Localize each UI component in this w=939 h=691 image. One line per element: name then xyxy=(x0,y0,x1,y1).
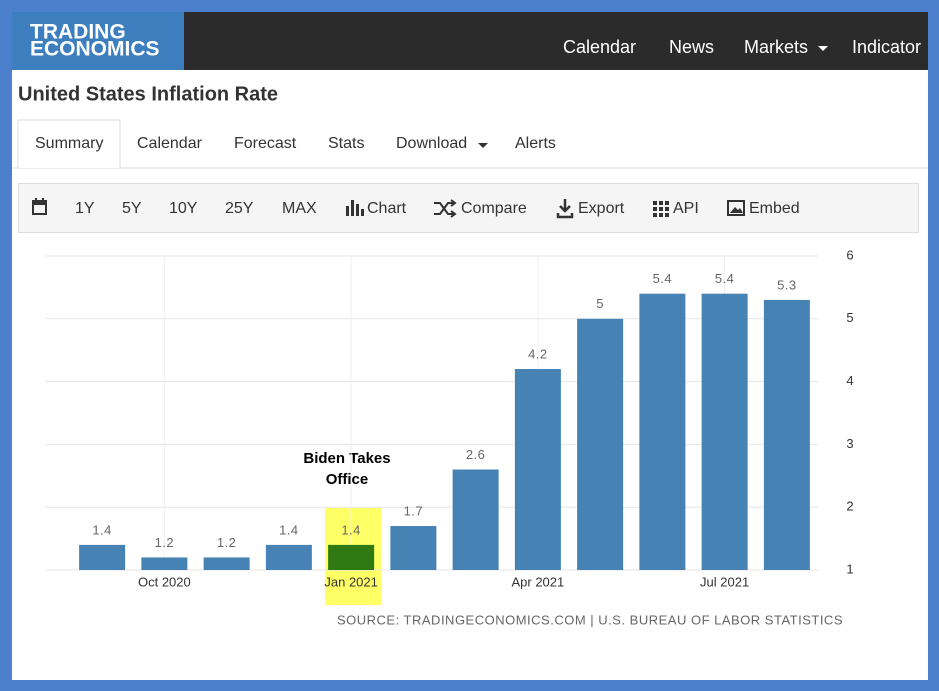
x-tick-label: Apr 2021 xyxy=(511,574,564,589)
logo-text: TRADING xyxy=(30,21,126,44)
value-label: 5 xyxy=(596,296,604,311)
value-label: 1.2 xyxy=(155,535,175,550)
bar xyxy=(514,369,561,570)
value-label: 4.2 xyxy=(528,346,548,361)
tool-button[interactable]: Chart xyxy=(367,200,407,217)
range-button[interactable]: 1Y xyxy=(75,200,95,217)
value-label: 5.3 xyxy=(777,277,797,292)
value-label: 2.6 xyxy=(466,447,486,462)
bar xyxy=(203,557,250,570)
nav-link[interactable]: News xyxy=(669,37,714,57)
bar xyxy=(141,557,188,570)
bar xyxy=(79,544,126,570)
tool-button[interactable]: Embed xyxy=(749,200,800,217)
y-tick-label: 6 xyxy=(846,247,853,262)
bar xyxy=(328,544,375,570)
value-label: 1.4 xyxy=(92,522,112,537)
range-button[interactable]: 5Y xyxy=(122,200,142,217)
bar xyxy=(701,293,748,570)
range-button[interactable]: 10Y xyxy=(169,200,198,217)
nav-link[interactable]: Calendar xyxy=(563,37,636,57)
tab[interactable]: Alerts xyxy=(515,135,556,152)
range-button[interactable]: 25Y xyxy=(225,200,254,217)
tab[interactable]: Summary xyxy=(35,135,103,152)
logo-box[interactable] xyxy=(12,12,184,70)
active-tab xyxy=(17,119,121,168)
plot: 1 2 3 4 5 6 1.4 Oct 2020 1.2 1.2 1.4 Jan 2021 1.4 1.7… xyxy=(45,247,854,589)
bar xyxy=(763,299,810,570)
caret xyxy=(478,143,488,148)
bar xyxy=(452,469,499,570)
tab[interactable]: Calendar xyxy=(137,135,203,152)
tool-button[interactable]: Export xyxy=(578,200,625,217)
chart-icon xyxy=(346,200,364,216)
bar xyxy=(577,318,624,570)
source: SOURCE: TRADINGECONOMICS.COM | U.S. BURE… xyxy=(337,612,843,627)
y-tick-label: 5 xyxy=(846,310,853,325)
x-tick-label: Jul 2021 xyxy=(700,574,749,589)
calendar-icon[interactable] xyxy=(32,198,47,215)
export-icon xyxy=(556,199,574,219)
value-label: 5.4 xyxy=(715,271,735,286)
value-label: 1.4 xyxy=(279,522,299,537)
annotation: Office xyxy=(326,471,369,488)
value-label: 1.2 xyxy=(217,535,237,550)
tool-button[interactable]: Compare xyxy=(461,200,527,217)
api-icon xyxy=(653,201,669,217)
value-label: 5.4 xyxy=(653,271,673,286)
tab[interactable]: Download xyxy=(396,135,467,152)
tool-button[interactable]: API xyxy=(673,200,699,217)
x-tick-label: Oct 2020 xyxy=(138,574,191,589)
y-tick-label: 4 xyxy=(846,373,853,388)
page-title: United States Inflation Rate xyxy=(18,83,278,105)
compare-icon xyxy=(434,199,457,218)
y-tick-label: 2 xyxy=(846,499,853,514)
logo-text: ECONOMICS xyxy=(30,38,160,61)
tab[interactable]: Forecast xyxy=(234,135,297,152)
bar xyxy=(390,526,437,570)
y-tick-label: 1 xyxy=(846,561,853,576)
y-tick-label: 3 xyxy=(846,436,853,451)
caret xyxy=(818,46,828,51)
value-label: 1.4 xyxy=(341,522,361,537)
nav-link[interactable]: Markets xyxy=(744,37,808,57)
annotation: Biden Takes xyxy=(303,450,390,467)
embed-icon xyxy=(727,200,745,216)
toolbar xyxy=(18,183,919,233)
range-button[interactable]: MAX xyxy=(282,200,317,217)
x-tick-label: Jan 2021 xyxy=(324,574,378,589)
nav-link[interactable]: Indicator xyxy=(852,37,921,57)
tab[interactable]: Stats xyxy=(328,135,364,152)
bar xyxy=(265,544,312,570)
value-label: 1.7 xyxy=(404,503,424,518)
bar xyxy=(639,293,686,570)
